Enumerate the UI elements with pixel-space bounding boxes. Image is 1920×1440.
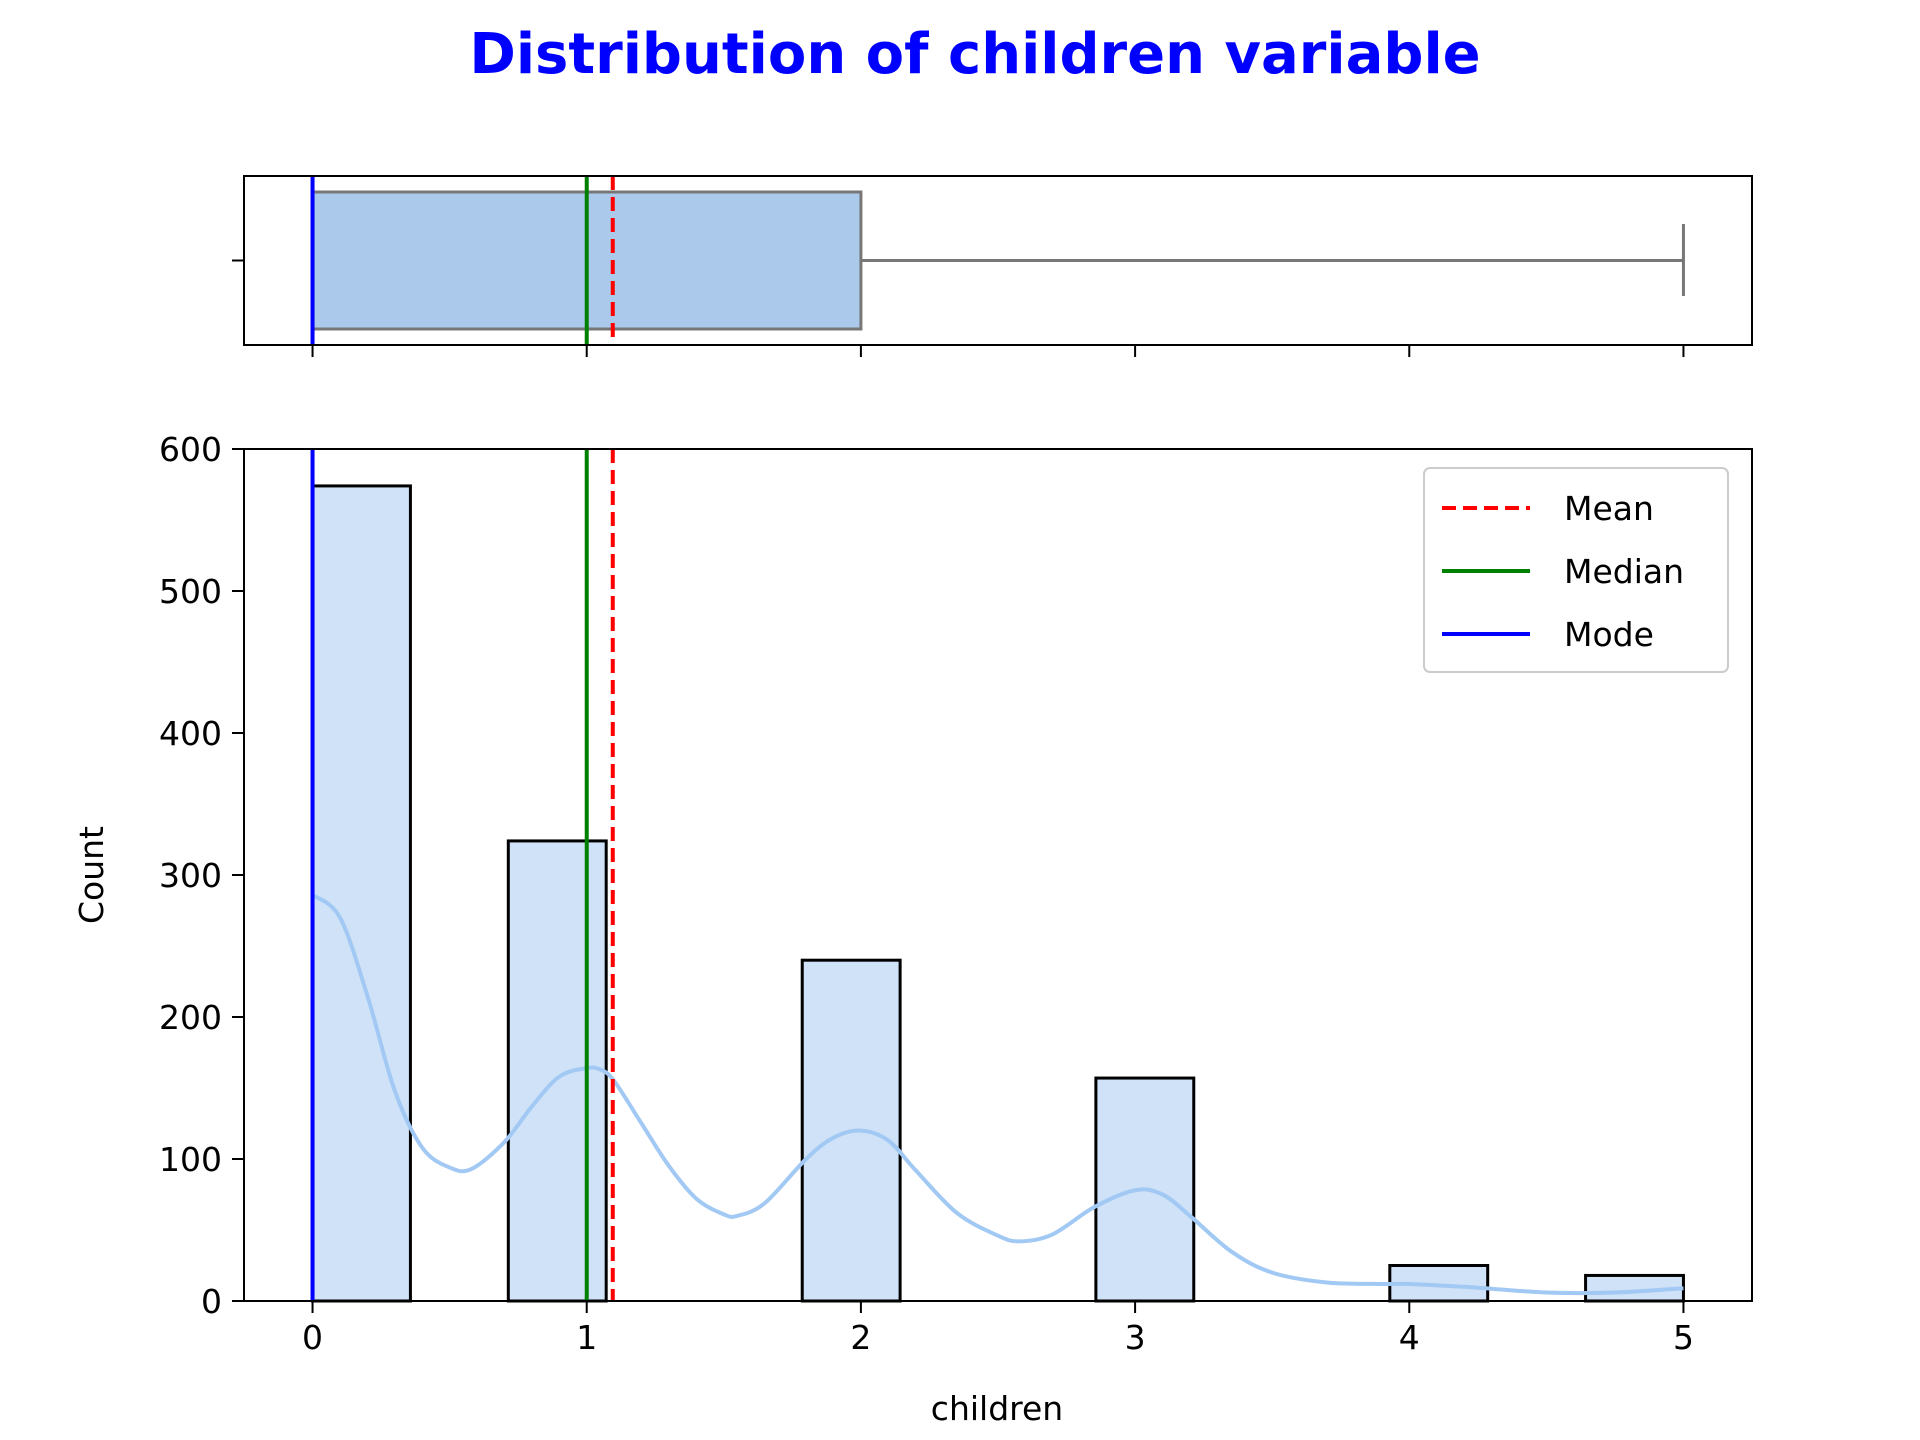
histogram-bar: [311, 484, 412, 1303]
x-tick-label: 0: [302, 1318, 323, 1357]
legend-label-mean: Mean: [1564, 489, 1654, 528]
histogram-bar: [1094, 1076, 1196, 1303]
y-tick-label: 600: [159, 430, 222, 469]
boxplot-panel: [232, 175, 1753, 357]
x-tick-label: 1: [576, 1318, 597, 1357]
y-tick-label: 0: [201, 1282, 222, 1321]
x-tick-label: 2: [850, 1318, 871, 1357]
chart-title: Distribution of children variable: [469, 22, 1480, 87]
x-axis-label: children: [931, 1389, 1063, 1428]
histogram-bar: [1584, 1273, 1685, 1303]
legend-label-median: Median: [1564, 552, 1684, 591]
y-tick-label: 300: [159, 856, 222, 895]
histogram-bar: [506, 839, 608, 1303]
y-tick-label: 400: [159, 714, 222, 753]
x-tick-label: 3: [1125, 1318, 1146, 1357]
legend-label-mode: Mode: [1564, 615, 1654, 654]
y-axis-label: Count: [72, 826, 111, 924]
x-tick-label: 5: [1673, 1318, 1694, 1357]
legend: Mean Median Mode: [1423, 467, 1729, 673]
y-tick-label: 100: [159, 1140, 222, 1179]
legend-box: [1423, 467, 1729, 673]
y-tick-label: 500: [159, 572, 222, 611]
histogram-panel: 0 1 2 3 4 5 0 100 200 300 400 500 600: [159, 430, 1753, 1357]
kde-curve: [311, 893, 1684, 1296]
x-tick-label: 4: [1399, 1318, 1420, 1357]
y-tick-label: 200: [159, 998, 222, 1037]
